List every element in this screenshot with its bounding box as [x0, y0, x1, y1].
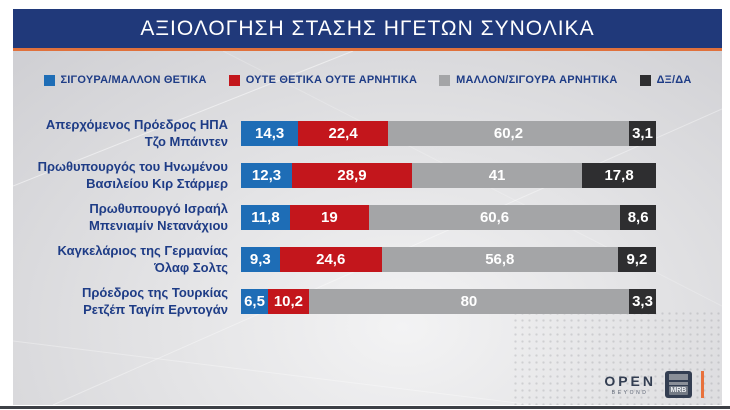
bar-segment: 17,8 [582, 163, 657, 188]
legend-label: ΣΙΓΟΥΡΑ/ΜΑΛΛΟΝ ΘΕΤΙΚΑ [60, 74, 207, 86]
mrb-logo: MRB [665, 371, 692, 398]
chart-row: Πρόεδρος της Τουρκίας Ρετζέπ Ταγίπ Ερντογ… [13, 285, 722, 317]
accent-line [13, 48, 722, 51]
bar-segment: 9,2 [617, 247, 656, 272]
bar-segment: 56,8 [381, 247, 618, 272]
open-logo-text: OPEN [604, 373, 656, 389]
bar-segment: 8,6 [620, 205, 656, 230]
legend-label: ΟΥΤΕ ΘΕΤΙΚΑ ΟΥΤΕ ΑΡΝΗΤΙΚΑ [245, 74, 418, 86]
legend-swatch [639, 74, 651, 86]
row-label-line: Απερχόμενος Πρόεδρος ΗΠΑ [45, 116, 228, 132]
chart-panel: ΑΞΙΟΛΟΓΗΣΗ ΣΤΑΣΗΣ ΗΓΕΤΩΝ ΣΥΝΟΛΙΚΑ ΣΙΓΟΥΡ… [13, 9, 722, 405]
chart-legend: ΣΙΓΟΥΡΑ/ΜΑΛΛΟΝ ΘΕΤΙΚΑ ΟΥΤΕ ΘΕΤΙΚΑ ΟΥΤΕ ΑΡ… [13, 74, 722, 86]
row-label-line: Μπενιαμίν Νετανάχιου [88, 217, 228, 233]
bar-segment: 22,4 [298, 121, 388, 146]
row-label: Καγκελάριος της Γερμανίας Όλαφ Σολτς [13, 243, 241, 277]
chart-row: Πρωθυπουργός του Ηνωμένου Βασιλείου Κιρ Σ… [13, 159, 722, 191]
mrb-logo-text: MRB [669, 386, 688, 395]
orange-divider [701, 371, 704, 398]
title-bar: ΑΞΙΟΛΟΓΗΣΗ ΣΤΑΣΗΣ ΗΓΕΤΩΝ ΣΥΝΟΛΙΚΑ [13, 9, 722, 48]
row-label-line: Βασιλείου Κιρ Στάρμερ [86, 175, 228, 191]
legend-item: ΔΞ/ΔΑ [639, 74, 692, 86]
bar-segment: 24,6 [279, 247, 382, 272]
bar-segment: 14,3 [241, 121, 299, 146]
page-title: ΑΞΙΟΛΟΓΗΣΗ ΣΤΑΣΗΣ ΗΓΕΤΩΝ ΣΥΝΟΛΙΚΑ [140, 16, 595, 40]
legend-swatch [439, 74, 451, 86]
stacked-bar: 11,8 19 60,6 8,6 [241, 205, 656, 230]
footer-logos: OPEN BEYOND MRB [604, 371, 704, 398]
row-label-line: Όλαφ Σολτς [154, 259, 228, 275]
bar-segment: 12,3 [241, 163, 293, 188]
bar-segment: 10,2 [268, 289, 309, 314]
bar-segment: 6,5 [241, 289, 268, 314]
row-label-line: Ρετζέπ Ταγίπ Ερντογάν [83, 301, 228, 317]
stacked-bar: 14,3 22,4 60,2 3,1 [241, 121, 656, 146]
row-label: Πρόεδρος της Τουρκίας Ρετζέπ Ταγίπ Ερντογ… [13, 285, 241, 319]
bar-segment: 9,3 [241, 247, 280, 272]
row-label: Πρωθυπουργό Ισραήλ Μπενιαμίν Νετανάχιου [13, 201, 241, 235]
chart-body: ΣΙΓΟΥΡΑ/ΜΑΛΛΟΝ ΘΕΤΙΚΑ ΟΥΤΕ ΘΕΤΙΚΑ ΟΥΤΕ ΑΡ… [13, 51, 722, 405]
bar-segment: 80 [308, 289, 629, 314]
row-label: Απερχόμενος Πρόεδρος ΗΠΑ Τζο Μπάιντεν [13, 117, 241, 151]
row-label-line: Τζο Μπάιντεν [144, 133, 228, 149]
legend-item: ΣΙΓΟΥΡΑ/ΜΑΛΛΟΝ ΘΕΤΙΚΑ [43, 74, 207, 86]
bar-segment: 60,6 [368, 205, 621, 230]
legend-item: ΟΥΤΕ ΘΕΤΙΚΑ ΟΥΤΕ ΑΡΝΗΤΙΚΑ [228, 74, 418, 86]
chart-row: Καγκελάριος της Γερμανίας Όλαφ Σολτς 9,3 24… [13, 243, 722, 275]
chart-row: Πρωθυπουργό Ισραήλ Μπενιαμίν Νετανάχιου 11… [13, 201, 722, 233]
open-tv-logo: OPEN BEYOND [604, 373, 656, 396]
legend-swatch [43, 74, 55, 86]
chart-rows: Απερχόμενος Πρόεδρος ΗΠΑ Τζο Μπάιντεν 14,3… [13, 117, 722, 331]
row-label: Πρωθυπουργός του Ηνωμένου Βασιλείου Κιρ Σ… [13, 159, 241, 193]
bar-segment: 41 [411, 163, 583, 188]
row-label-line: Πρωθυπουργό Ισραήλ [89, 200, 228, 216]
legend-item: ΜΑΛΛΟΝ/ΣΙΓΟΥΡΑ ΑΡΝΗΤΙΚΑ [439, 74, 617, 86]
row-label-line: Καγκελάριος της Γερμανίας [57, 242, 228, 258]
bar-segment: 28,9 [292, 163, 412, 188]
bar-segment: 3,1 [629, 121, 656, 146]
legend-label: ΔΞ/ΔΑ [656, 74, 692, 86]
legend-swatch [228, 74, 240, 86]
bottom-edge [0, 406, 730, 409]
bar-segment: 3,3 [629, 289, 656, 314]
stacked-bar: 6,5 10,2 80 3,3 [241, 289, 656, 314]
chart-row: Απερχόμενος Πρόεδρος ΗΠΑ Τζο Μπάιντεν 14,3… [13, 117, 722, 149]
stacked-bar: 12,3 28,9 41 17,8 [241, 163, 657, 188]
legend-label: ΜΑΛΛΟΝ/ΣΙΓΟΥΡΑ ΑΡΝΗΤΙΚΑ [456, 74, 618, 86]
bar-segment: 19 [289, 205, 369, 230]
stacked-bar: 9,3 24,6 56,8 9,2 [241, 247, 656, 272]
mrb-logo-bar [669, 374, 688, 380]
open-logo-subtext: BEYOND [611, 390, 649, 396]
mrb-logo-bar [669, 381, 688, 385]
bar-segment: 11,8 [241, 205, 290, 230]
row-label-line: Πρωθυπουργός του Ηνωμένου [37, 158, 228, 174]
row-label-line: Πρόεδρος της Τουρκίας [81, 284, 228, 300]
bar-segment: 60,2 [387, 121, 629, 146]
